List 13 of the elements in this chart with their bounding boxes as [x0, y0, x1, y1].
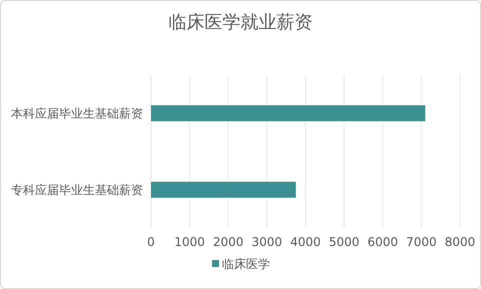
x-tick-label: 7000: [406, 235, 437, 249]
x-tick-label: 4000: [290, 235, 321, 249]
legend-label: 临床医学: [222, 257, 270, 271]
x-tick-label: 1000: [174, 235, 205, 249]
chart-title: 临床医学就业薪资: [168, 12, 312, 33]
y-tick-label: 本科应届毕业生基础薪资: [11, 106, 143, 120]
x-tick-label: 5000: [328, 235, 360, 249]
y-tick-label: 专科应届毕业生基础薪资: [11, 182, 143, 197]
x-tick-label: 2000: [212, 235, 244, 249]
x-tick-label: 3000: [252, 235, 282, 249]
x-tick-label: 6000: [367, 235, 398, 249]
x-tick-label: 0: [147, 235, 155, 249]
x-tick-label: 8000: [444, 235, 476, 249]
